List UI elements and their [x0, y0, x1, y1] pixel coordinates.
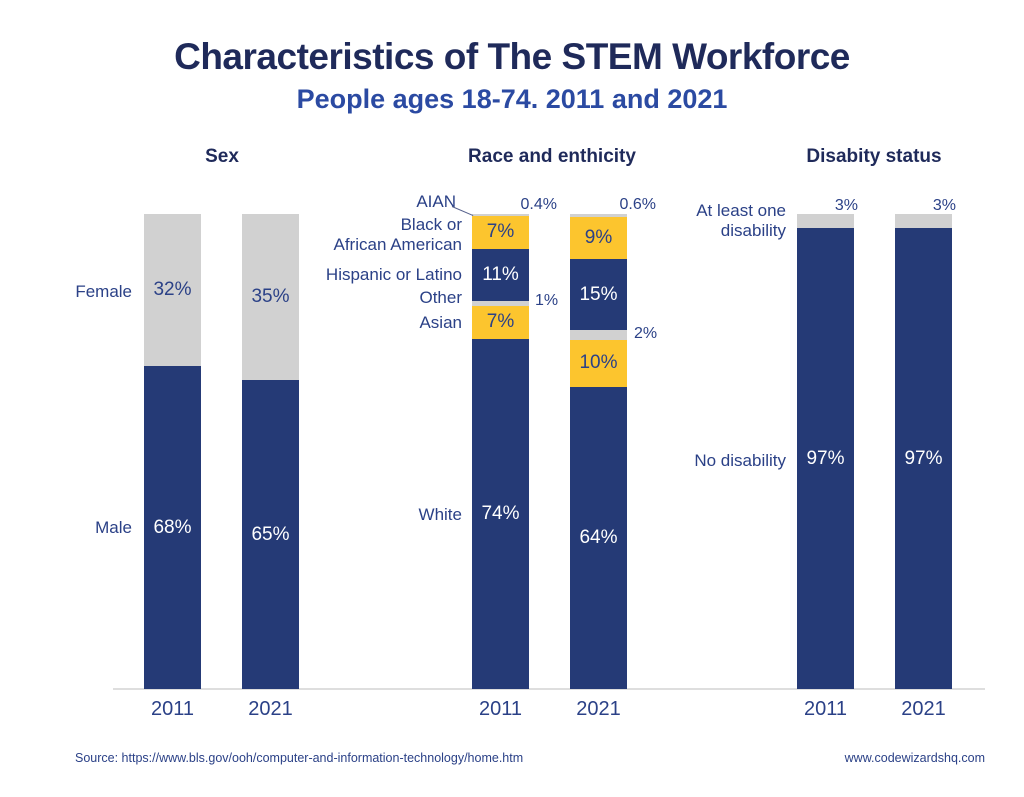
bar-sex-2011: 32% 68% — [144, 214, 201, 689]
segment-value-race-2021-black: 9% — [584, 227, 613, 249]
segment-disability-2021-disability — [895, 214, 952, 229]
side-label-race-other: Other — [419, 287, 462, 307]
segment-value-disability-2011-disability: 3% — [834, 197, 858, 214]
page-subtitle: People ages 18-74. 2011 and 2021 — [296, 84, 728, 114]
segment-value-race-2011-aian: 0.4% — [520, 196, 557, 213]
bar-race-2021: 9% 15% 10% 64% — [570, 214, 627, 689]
chart-heading-disability: Disabity status — [806, 146, 942, 167]
segment-race-2021-hispanic — [570, 259, 627, 331]
segment-race-2011-other — [472, 301, 529, 306]
segment-sex-2021-female — [242, 214, 299, 381]
segment-value-race-2021-hispanic: 15% — [579, 283, 618, 305]
segment-value-race-2021-white: 64% — [579, 526, 618, 548]
side-label-sex-female: Female — [75, 281, 132, 301]
chart-heading-race: Race and enthicity — [468, 146, 636, 167]
segment-value-race-2011-hispanic: 11% — [482, 264, 519, 286]
side-label-race-asian: Asian — [419, 312, 462, 332]
segment-value-race-2021-asian: 10% — [579, 352, 618, 374]
segment-race-2011-hispanic — [472, 249, 529, 302]
segment-value-sex-2011-male: 68% — [153, 516, 192, 538]
segment-race-2021-white — [570, 386, 627, 689]
segment-value-race-2021-other: 2% — [634, 325, 658, 342]
segment-value-disability-2021-no-disability: 97% — [904, 447, 943, 469]
segment-race-2021-black — [570, 216, 627, 260]
page-title: Characteristics of The STEM Workforce — [174, 36, 850, 77]
segment-value-race-2011-asian: 7% — [486, 311, 515, 333]
segment-race-2011-white — [472, 338, 529, 689]
chart-heading-sex: Sex — [205, 146, 239, 167]
segment-race-2011-aian — [472, 214, 529, 216]
bar-sex-2021: 35% 65% — [242, 214, 299, 689]
axis-baseline — [113, 688, 985, 690]
website-text: www.codewizardshq.com — [844, 751, 985, 765]
segment-disability-2011-no-disability — [797, 228, 854, 689]
axis-label-disability-2021: 2021 — [901, 698, 946, 720]
segment-value-race-2011-other: 1% — [535, 292, 559, 309]
axis-label-race-2011: 2011 — [478, 698, 523, 720]
segment-value-race-2011-black: 7% — [486, 221, 515, 243]
segment-value-disability-2011-no-disability: 97% — [806, 447, 845, 469]
segment-sex-2021-male — [242, 380, 299, 689]
segment-sex-2011-female — [144, 214, 201, 366]
bar-race-2011: 7% 11% 7% 74% — [472, 214, 529, 689]
source-text: Source: https://www.bls.gov/ooh/computer… — [75, 751, 524, 765]
side-label-race-black: Black or African American — [333, 214, 463, 254]
side-label-race-white: White — [418, 504, 462, 524]
segment-disability-2011-disability — [797, 214, 854, 229]
segment-race-2021-aian — [570, 214, 627, 217]
bar-disability-2021: 97% — [895, 214, 952, 689]
axis-label-sex-2011: 2011 — [150, 698, 195, 720]
segment-value-race-2021-aian: 0.6% — [619, 196, 656, 213]
side-label-disability-no-disability: No disability — [694, 450, 786, 470]
segment-race-2011-black — [472, 215, 529, 249]
bar-disability-2011: 97% — [797, 214, 854, 689]
segment-value-sex-2021-female: 35% — [251, 286, 290, 308]
segment-value-sex-2011-female: 32% — [153, 279, 192, 300]
axis-label-disability-2011: 2011 — [803, 698, 848, 720]
segment-race-2011-asian — [472, 305, 529, 339]
segment-race-2021-other — [570, 330, 627, 340]
segment-value-race-2011-white: 74% — [481, 502, 520, 524]
segment-sex-2011-male — [144, 366, 201, 689]
segment-race-2021-asian — [570, 339, 627, 387]
side-label-race-aian: AIAN — [416, 191, 456, 211]
segment-value-sex-2021-male: 65% — [251, 523, 290, 545]
side-label-sex-male: Male — [95, 517, 132, 537]
axis-label-sex-2021: 2021 — [248, 698, 293, 720]
segment-disability-2021-no-disability — [895, 228, 952, 689]
side-label-race-hispanic: Hispanic or Latino — [325, 264, 462, 284]
segment-value-disability-2021-disability: 3% — [932, 197, 956, 214]
axis-label-race-2021: 2021 — [576, 698, 621, 720]
side-label-disability-at-least-one-disability: At least one disability — [696, 200, 786, 240]
